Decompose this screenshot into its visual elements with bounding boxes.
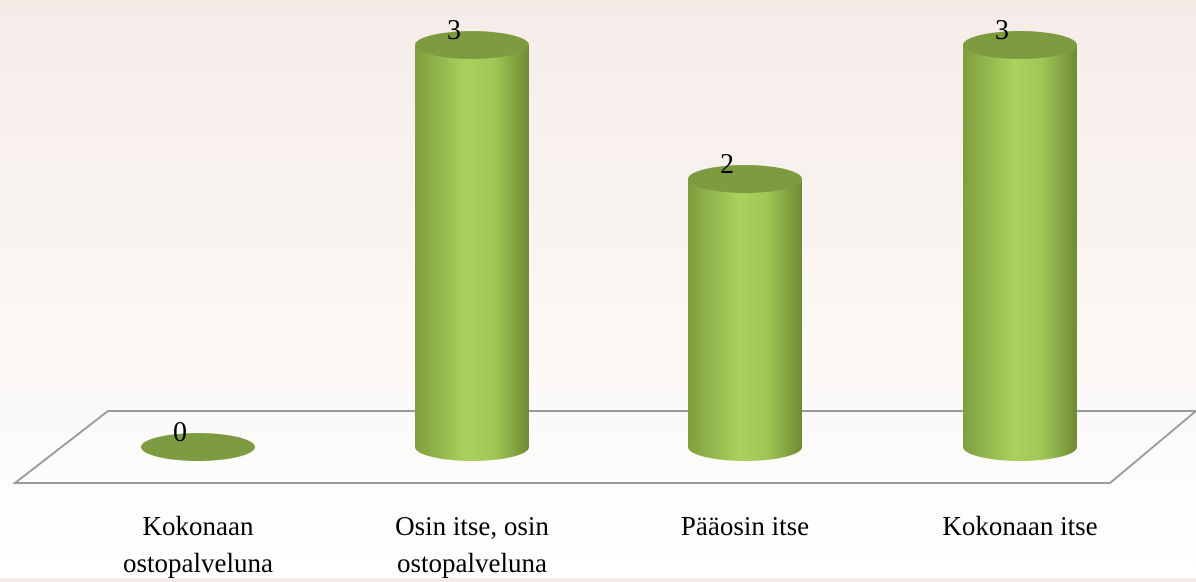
cylinder-top: [963, 31, 1077, 59]
category-label: Kokonaan ostopalveluna: [123, 511, 273, 578]
cylinder-top: [688, 165, 802, 193]
value-label: 3: [447, 15, 461, 46]
value-label: 3: [995, 15, 1009, 46]
value-label: 2: [720, 149, 734, 180]
cylinder: [415, 31, 529, 461]
value-label: 0: [173, 417, 187, 448]
cylinder-body: [415, 45, 529, 461]
cylinder-top: [141, 433, 255, 461]
cylinder-body: [688, 179, 802, 461]
category-label: Kokonaan itse: [942, 511, 1098, 541]
floor: [12, 410, 1196, 484]
cylinder: [963, 31, 1077, 461]
cylinder: [141, 433, 255, 461]
cylinder-body: [963, 45, 1077, 461]
category-label: Osin itse, osin ostopalveluna: [395, 511, 549, 578]
cylinder: [688, 165, 802, 461]
cylinder-top: [415, 31, 529, 59]
category-label: Pääosin itse: [680, 511, 810, 541]
